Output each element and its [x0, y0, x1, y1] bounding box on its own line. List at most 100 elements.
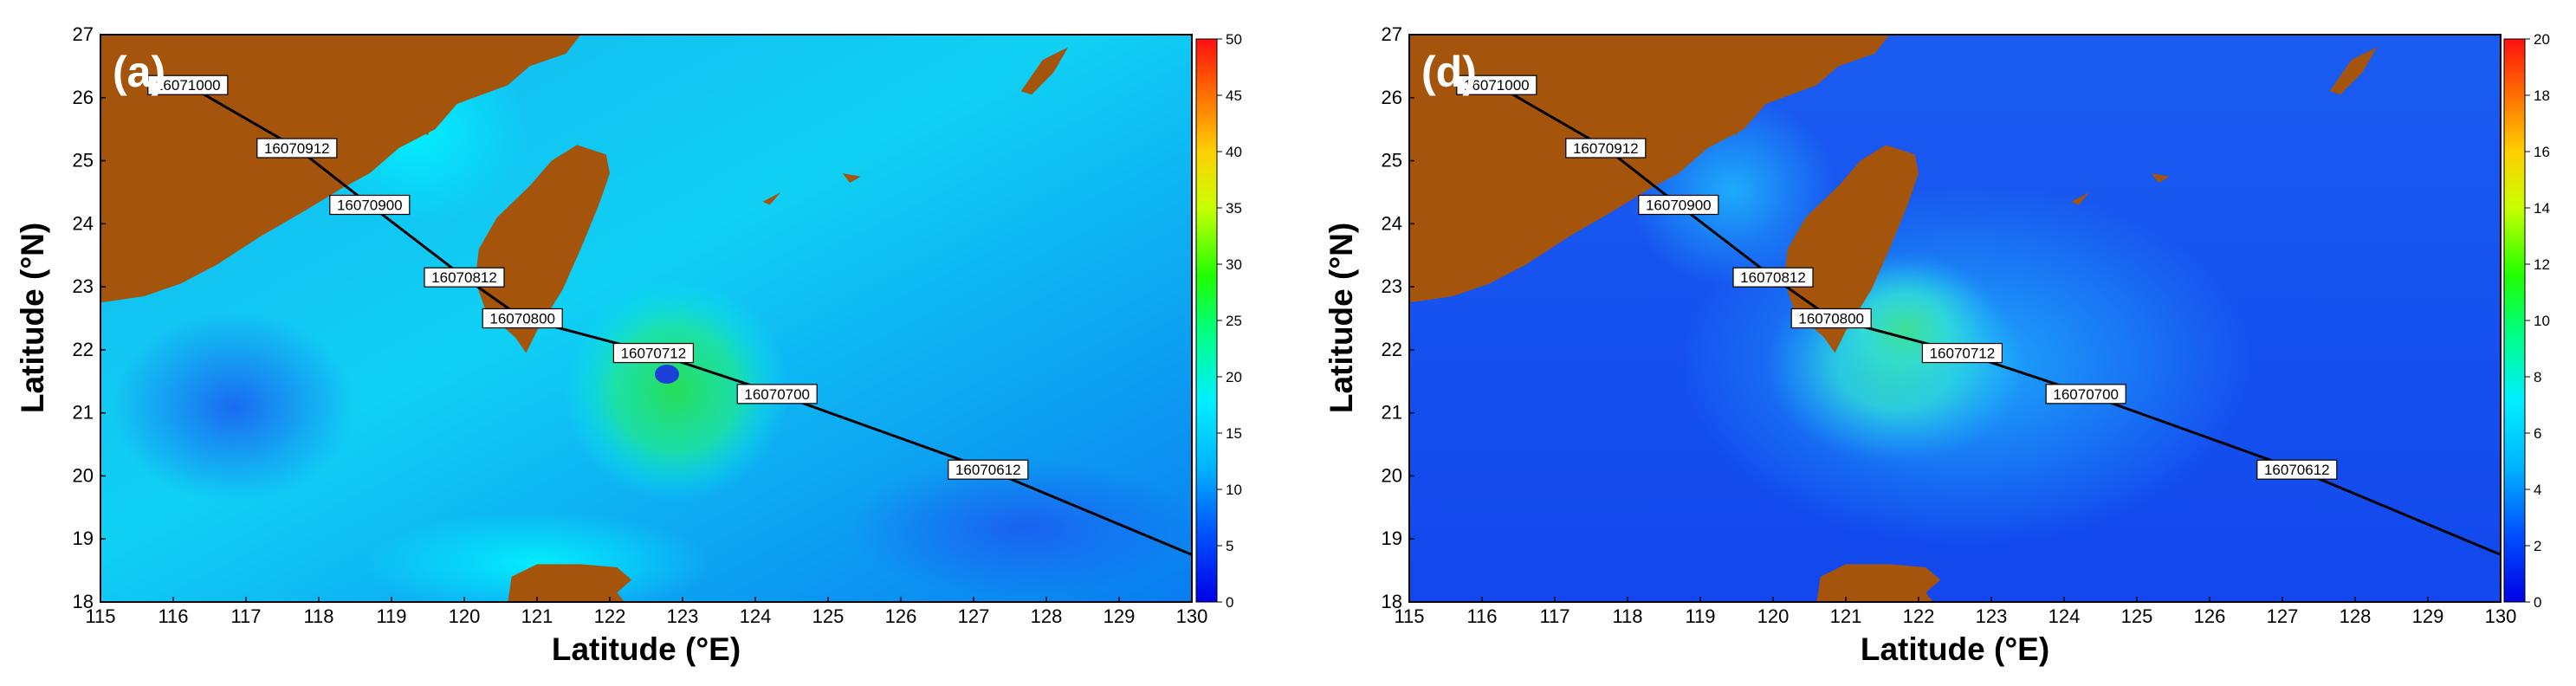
track-point-label: 16070612: [2264, 462, 2330, 478]
colorbar-tick-label: 5: [1226, 538, 1233, 554]
colorbar-tick-label: 30: [1226, 256, 1242, 273]
track-point-box: [482, 307, 563, 329]
x-tick-label: 121: [521, 605, 553, 627]
colorbar-tick-label: 2: [2534, 538, 2541, 554]
colorbar-tick-label: 35: [1226, 200, 1242, 217]
track-point-box: [612, 342, 695, 364]
track-point-box: [256, 138, 338, 159]
panel-d-track: 16071000 16070912 16070900 16070812 16070800…: [1456, 74, 2501, 556]
track-point-box: [1790, 307, 1872, 329]
track-point-label: 16070812: [1740, 269, 1806, 286]
track-point-label: 16070800: [1798, 311, 1864, 327]
panel-d-label: (d): [1421, 48, 1477, 96]
x-tick-label: 123: [667, 605, 699, 627]
colorbar-tick-label: 15: [1226, 425, 1242, 442]
colorbar-tick-label: 45: [1226, 87, 1242, 104]
track-point-label: 16070800: [489, 311, 555, 327]
colorbar-tick-label: 25: [1226, 313, 1242, 329]
y-tick-label: 20: [73, 464, 94, 486]
colorbar-tick-label: 0: [1226, 594, 1233, 611]
panel-d-x-axis-label: Latitude (°E): [1861, 631, 2049, 667]
x-tick-label: 126: [885, 605, 917, 627]
x-tick-label: 116: [1466, 605, 1497, 627]
track-point-label: 16071000: [1464, 77, 1530, 94]
x-tick-label: 120: [449, 605, 481, 627]
y-tick-label: 25: [1382, 150, 1402, 172]
panel-a-track: 16071000 16070912 16070900 16070812 16070800…: [147, 74, 1192, 556]
track-point-label: 16070612: [955, 462, 1021, 478]
track-point-box: [1456, 74, 1537, 95]
x-tick-label: 118: [1612, 605, 1642, 627]
x-tick-label: 125: [2121, 605, 2153, 627]
x-tick-label: 121: [1830, 605, 1862, 627]
x-tick-label: 119: [1685, 605, 1715, 627]
panel-a: 16071000 16070912 16070900 16070812 16070800…: [15, 23, 1242, 667]
panel-d-x-ticks: 115 116 117 118 119 120 121 122 123 124 125 126 127 1…: [1394, 597, 2516, 627]
track-point-box: [2045, 384, 2126, 404]
x-tick-label: 119: [376, 605, 406, 627]
colorbar-tick-label: 4: [2534, 482, 2541, 498]
panel-d-y-axis-label: Latitude (°N): [1324, 223, 1359, 413]
y-tick-label: 27: [1382, 23, 1402, 45]
x-tick-label: 127: [958, 605, 990, 627]
panel-a-colorbar-ticks: 0 5 10 15 20 25 30 35 40 45 50: [1217, 31, 1242, 611]
y-tick-label: 26: [73, 87, 94, 108]
x-tick-label: 127: [2267, 605, 2299, 627]
y-tick-label: 22: [1382, 339, 1402, 360]
panel-d-field: 16071000 16070912 16070900 16070812 16070800…: [1409, 35, 2501, 602]
track-point-box: [424, 267, 505, 288]
panel-a-y-axis-label: Latitude (°N): [15, 223, 50, 413]
track-point-box: [1565, 138, 1647, 159]
track-point-box: [948, 459, 1029, 480]
colorbar-tick-label: 6: [2534, 425, 2541, 442]
y-tick-label: 18: [73, 591, 94, 612]
x-tick-label: 115: [85, 605, 115, 627]
x-tick-label: 120: [1757, 605, 1790, 627]
x-tick-label: 129: [1104, 605, 1136, 627]
y-tick-label: 19: [1382, 527, 1402, 549]
colorbar-tick-label: 40: [1226, 144, 1242, 160]
x-tick-label: 128: [1031, 605, 1063, 627]
x-tick-label: 130: [1176, 605, 1208, 627]
track-point-label: 16070912: [264, 140, 330, 157]
track-point-box: [2256, 459, 2338, 480]
y-tick-label: 27: [73, 23, 94, 45]
panel-d-colorbar: [2503, 38, 2526, 603]
y-tick-label: 23: [1382, 275, 1402, 297]
track-point-label: 16070712: [621, 346, 687, 362]
x-tick-label: 129: [2412, 605, 2444, 627]
track-point-label: 16071000: [155, 77, 221, 94]
y-tick-label: 22: [73, 339, 94, 360]
x-tick-label: 116: [158, 605, 188, 627]
x-tick-label: 128: [2340, 605, 2372, 627]
y-tick-label: 18: [1382, 591, 1402, 612]
colorbar-tick-label: 8: [2534, 369, 2541, 385]
panel-a-field: 16071000 16070912 16070900 16070812 16070800…: [100, 35, 1192, 602]
x-tick-label: 118: [303, 605, 333, 627]
track-point-label: 16070900: [337, 197, 403, 214]
y-tick-label: 26: [1382, 87, 1402, 108]
y-tick-label: 23: [73, 275, 94, 297]
track-point-box: [1921, 342, 2003, 364]
y-tick-label: 25: [73, 150, 94, 172]
x-tick-label: 117: [1539, 605, 1570, 627]
colorbar-tick-label: 50: [1226, 31, 1242, 48]
colorbar-tick-label: 12: [2534, 256, 2550, 273]
colorbar-tick-label: 0: [2534, 594, 2541, 611]
x-tick-label: 115: [1394, 605, 1424, 627]
colorbar-tick-label: 20: [1226, 369, 1242, 385]
y-tick-label: 21: [1382, 402, 1402, 424]
panel-d-y-ticks: 18 19 20 21 22 23 24 25 26 27: [1382, 23, 1414, 612]
panel-a-x-axis-label: Latitude (°E): [552, 631, 741, 667]
track-point-label: 16070812: [431, 269, 497, 286]
track-point-label: 16070700: [744, 386, 810, 403]
track-point-label: 16070900: [1646, 197, 1712, 214]
x-tick-label: 123: [1976, 605, 2008, 627]
x-tick-label: 126: [2194, 605, 2226, 627]
x-tick-label: 122: [1903, 605, 1935, 627]
track-point-label: 16070712: [1930, 346, 1996, 362]
x-tick-label: 125: [812, 605, 845, 627]
panel-a-frame: [100, 34, 1193, 603]
colorbar-tick-label: 10: [1226, 482, 1242, 498]
